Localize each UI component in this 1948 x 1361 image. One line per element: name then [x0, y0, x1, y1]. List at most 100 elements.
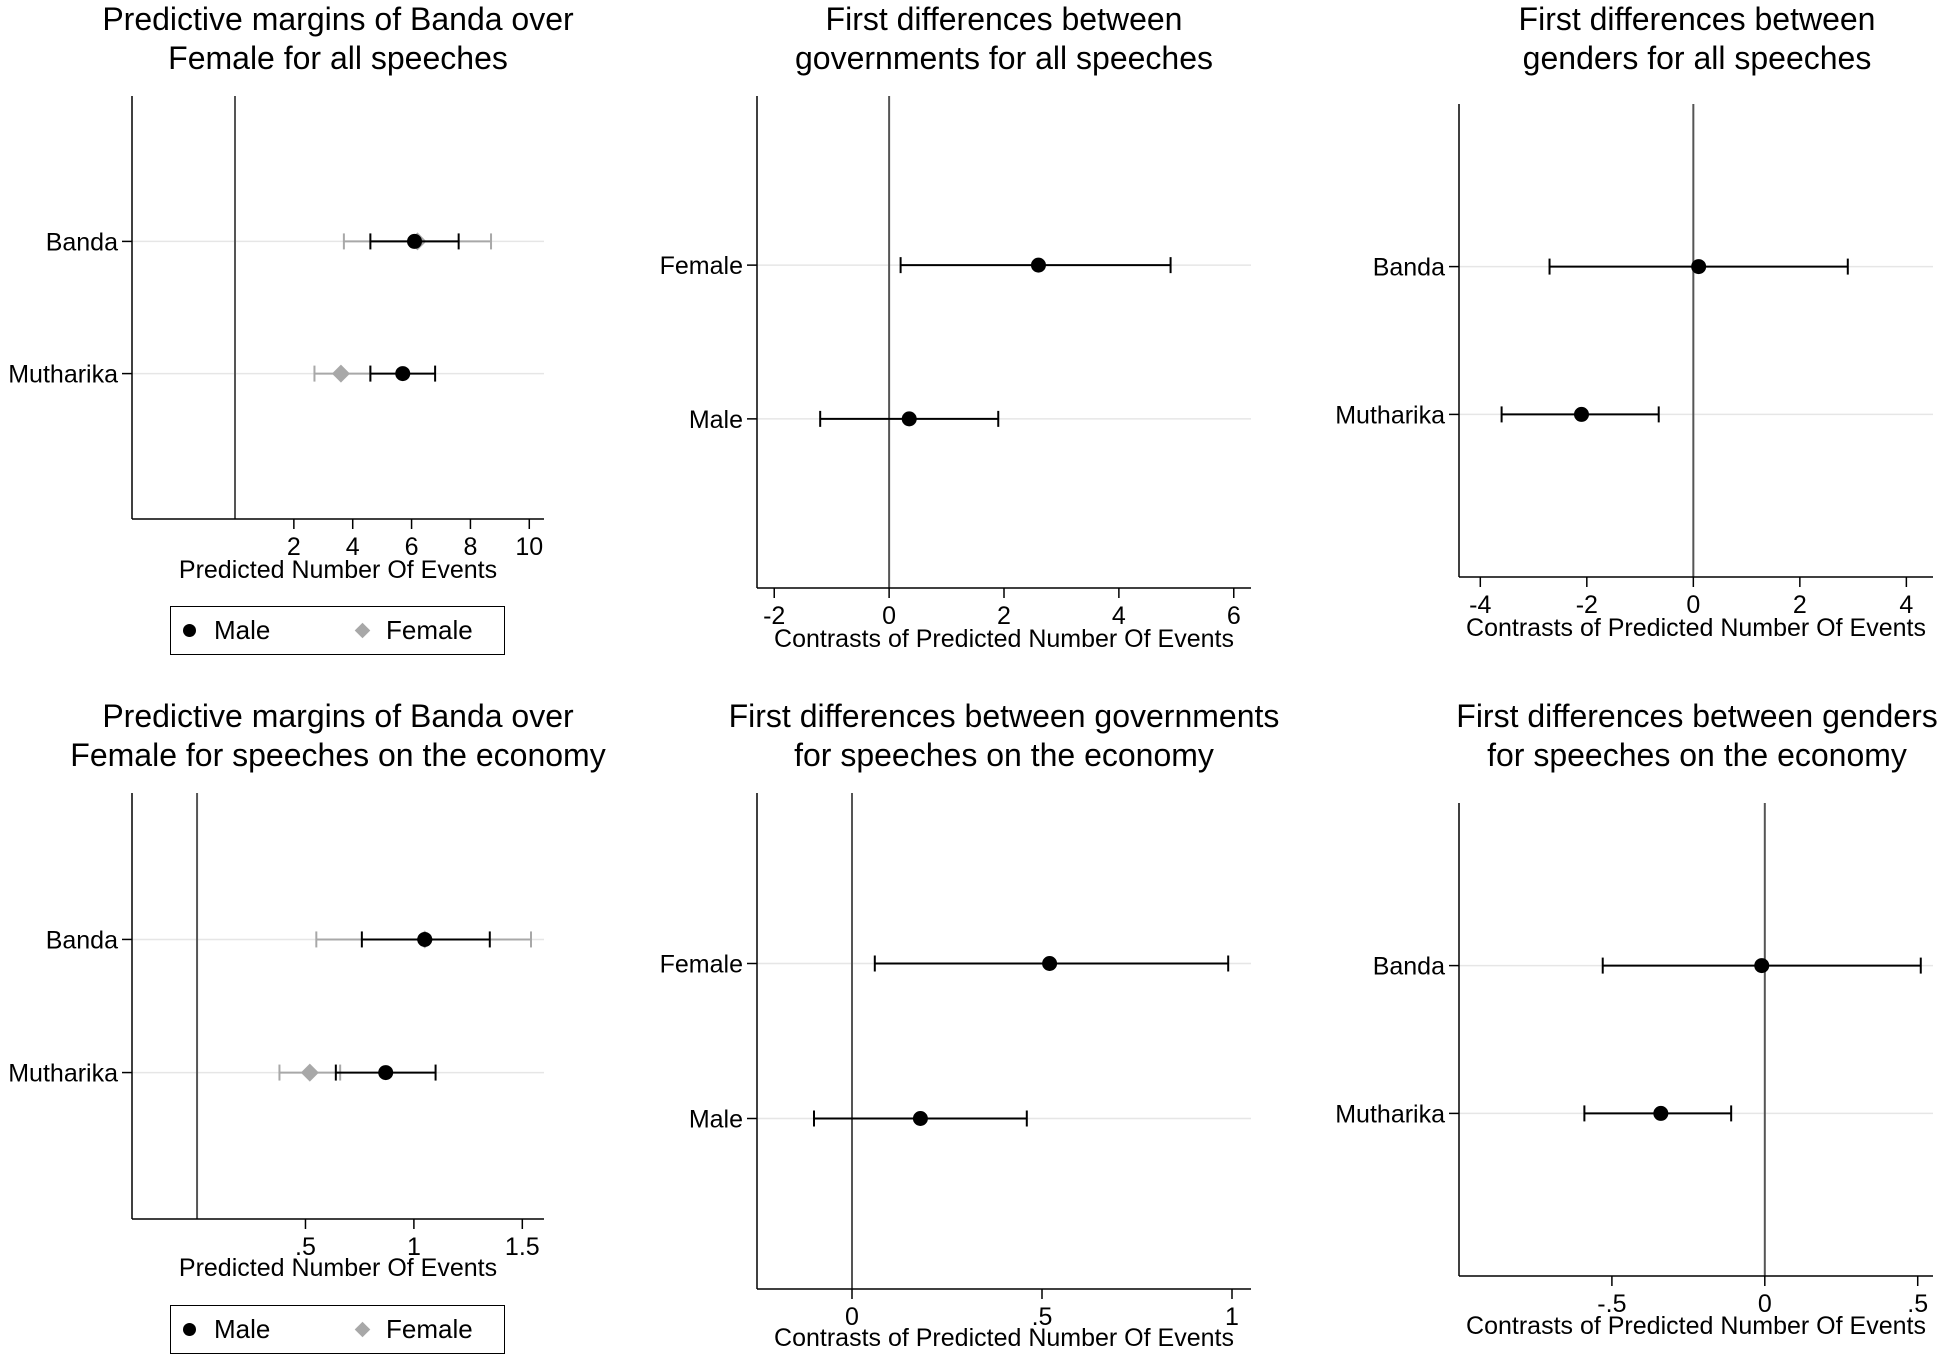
chart-p1: Banda Mutharika 2 4 6 8 10 Predicted Number Of …	[8, 96, 544, 584]
x-axis-label: Contrasts of Predicted Number Of Events	[1466, 1312, 1926, 1340]
x-tick-label: -2	[763, 602, 785, 630]
chart-title-line: First differences between	[825, 1, 1183, 37]
point-marker	[407, 233, 423, 249]
y-tick-label: Mutharika	[1335, 401, 1445, 429]
x-tick-label: -2	[1576, 591, 1598, 619]
chart-title-line: governments for all speeches	[795, 40, 1213, 76]
chart-title-line: Female for all speeches	[168, 40, 508, 76]
y-tick-label: Mutharika	[8, 1060, 118, 1088]
point-marker	[1030, 257, 1046, 273]
legend-item: Male	[183, 607, 270, 654]
x-tick-label: 0	[882, 602, 896, 630]
chart-title-line: for speeches on the economy	[1487, 737, 1907, 773]
x-tick-label: 2	[997, 602, 1011, 630]
legend-label: Female	[386, 615, 473, 645]
series-female	[278, 930, 532, 1082]
y-tick-label: Banda	[46, 228, 118, 256]
x-tick-label: 4	[1112, 602, 1126, 630]
chart-title-p1: Predictive margins of Banda over Female f…	[18, 0, 658, 78]
series-contrast	[819, 257, 1172, 427]
x-tick-label: 1.5	[505, 1233, 540, 1261]
chart-title-line: Predictive margins of Banda over	[102, 698, 574, 734]
y-tick-label: Female	[660, 951, 743, 979]
point-marker	[1573, 406, 1589, 422]
x-tick-label: -4	[1469, 591, 1491, 619]
series-contrast	[1500, 258, 1849, 423]
point-marker	[1042, 956, 1058, 971]
point-marker	[300, 1063, 319, 1082]
x-tick-label: 1	[407, 1233, 421, 1261]
y-tick-label: Male	[689, 406, 743, 434]
x-axis-label: Predicted Number Of Events	[179, 1254, 497, 1282]
chart-title-p6: First differences between genders for spe…	[1377, 697, 1948, 775]
legend-label: Male	[214, 615, 271, 645]
chart-title-line: Female for speeches on the economy	[70, 737, 606, 773]
x-tick-label: 4	[346, 533, 360, 561]
chart-title-line: First differences between governments	[728, 698, 1280, 734]
filled-circle-icon	[183, 1323, 196, 1336]
series-male	[369, 233, 460, 382]
chart-title-p5: First differences between governments for…	[684, 697, 1324, 775]
chart-title-line: First differences between	[1518, 1, 1876, 37]
chart-title-line: First differences between genders	[1456, 698, 1938, 734]
chart-title-line: for speeches on the economy	[794, 737, 1214, 773]
x-tick-label: 6	[405, 533, 419, 561]
x-tick-label: 0	[1686, 591, 1700, 619]
diamond-icon	[354, 1321, 371, 1338]
chart-p4: Banda Mutharika .5 1 1.5 Predicted Number Of …	[8, 793, 544, 1282]
point-marker	[395, 366, 411, 382]
y-tick-label: Female	[660, 252, 743, 280]
x-axis-label: Contrasts of Predicted Number Of Events	[774, 625, 1234, 653]
legend-item: Male	[183, 1306, 270, 1353]
chart-title-p2: First differences between governments for…	[684, 0, 1324, 78]
x-tick-label: .5	[1907, 1290, 1928, 1318]
x-tick-label: 2	[287, 533, 301, 561]
x-tick-label: 10	[515, 533, 543, 561]
legend-item: Female	[354, 607, 473, 654]
y-tick-label: Banda	[1373, 254, 1445, 282]
series-female	[313, 232, 493, 383]
point-marker	[1691, 259, 1707, 275]
y-tick-label: Male	[689, 1106, 743, 1134]
x-axis-label: Contrasts of Predicted Number Of Events	[1466, 614, 1926, 642]
legend: Male Female	[170, 606, 505, 655]
diamond-icon	[354, 622, 371, 639]
x-tick-label: 0	[845, 1303, 859, 1331]
x-tick-label: .5	[295, 1233, 316, 1261]
legend: Male Female	[170, 1305, 505, 1354]
point-marker	[912, 1111, 928, 1126]
filled-circle-icon	[183, 624, 196, 637]
point-marker	[331, 364, 350, 383]
chart-title-line: genders for all speeches	[1522, 40, 1872, 76]
point-marker	[378, 1065, 394, 1081]
x-axis-label: Contrasts of Predicted Number Of Events	[774, 1324, 1234, 1352]
x-tick-label: 6	[1227, 602, 1241, 630]
x-tick-label: .5	[1032, 1303, 1053, 1331]
point-marker	[901, 411, 917, 427]
chart-title-p3: First differences between genders for all…	[1377, 0, 1948, 78]
legend-label: Male	[214, 1314, 271, 1344]
legend-label: Female	[386, 1314, 473, 1344]
series-male	[334, 931, 491, 1081]
x-tick-label: 0	[1758, 1290, 1772, 1318]
chart-title-p4: Predictive margins of Banda over Female f…	[18, 697, 658, 775]
x-tick-label: 4	[1899, 591, 1913, 619]
point-marker	[1754, 958, 1770, 974]
y-tick-label: Banda	[46, 926, 118, 954]
x-axis-label: Predicted Number Of Events	[179, 556, 497, 584]
x-tick-label: -.5	[1597, 1290, 1626, 1318]
point-marker	[417, 931, 433, 947]
x-tick-label: 1	[1225, 1303, 1239, 1331]
y-tick-label: Mutharika	[1335, 1100, 1445, 1128]
y-tick-label: Banda	[1373, 953, 1445, 981]
series-contrast	[1583, 957, 1922, 1122]
x-tick-label: 8	[463, 533, 477, 561]
legend-item: Female	[354, 1306, 473, 1353]
x-tick-label: 2	[1793, 591, 1807, 619]
